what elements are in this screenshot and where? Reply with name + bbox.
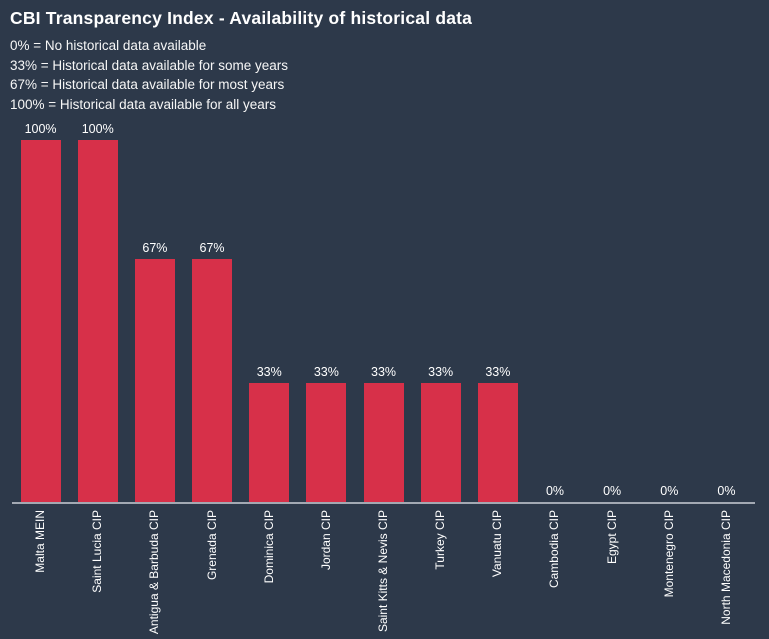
bar[interactable]	[477, 383, 518, 502]
bar-column: 100%	[12, 122, 69, 502]
x-label-column: Saint Lucia CIP	[69, 504, 126, 639]
x-axis-label: Malta MEIN	[33, 510, 48, 573]
x-label-column: Antigua & Barbuda CIP	[126, 504, 183, 639]
x-axis-label: Grenada CIP	[204, 510, 219, 581]
x-label-column: Malta MEIN	[12, 504, 69, 639]
x-axis-label: North Macedonia CIP	[718, 510, 733, 625]
bar-value-label: 0%	[603, 484, 622, 498]
x-axis-label: Cambodia CIP	[547, 510, 562, 589]
x-label-column: Dominica CIP	[241, 504, 298, 639]
bar-value-label: 33%	[485, 365, 511, 379]
bar-column: 33%	[298, 365, 355, 502]
bar-value-label: 0%	[660, 484, 679, 498]
bar-column: 67%	[183, 241, 240, 502]
x-label-column: Montenegro CIP	[641, 504, 698, 639]
bar-column: 67%	[126, 241, 183, 502]
bar[interactable]	[249, 383, 290, 502]
x-axis-label: Jordan CIP	[318, 510, 333, 571]
x-axis-labels: Malta MEIN Saint Lucia CIP Antigua & Barbu…	[12, 504, 755, 639]
x-label-column: Egypt CIP	[584, 504, 641, 639]
bar-column: 33%	[412, 365, 469, 502]
bar-value-label: 0%	[545, 484, 565, 498]
bar-value-label: 0%	[717, 484, 736, 498]
bar[interactable]	[420, 383, 461, 502]
bar-column: 33%	[469, 365, 526, 502]
x-axis-label: Egypt CIP	[604, 510, 619, 565]
x-label-column: Vanuatu CIP	[469, 504, 526, 639]
x-label-column: Cambodia CIP	[526, 504, 583, 639]
legend-notes: 0% = No historical data available 33% = …	[10, 36, 769, 114]
bar[interactable]	[20, 140, 61, 502]
chart-title: CBI Transparency Index - Availability of…	[10, 8, 473, 28]
legend-note-33pct: 33% = Historical data available for some…	[10, 57, 289, 73]
bar-column: 0%	[641, 484, 698, 502]
legend-note-0pct: 0% = No historical data available	[10, 38, 207, 53]
bar-column: 0%	[584, 484, 641, 502]
bar[interactable]	[192, 259, 233, 502]
x-label-column: Jordan CIP	[298, 504, 355, 639]
x-label-column: Grenada CIP	[183, 504, 240, 639]
bar[interactable]	[77, 140, 118, 502]
x-axis-label: Saint Lucia CIP	[90, 510, 105, 593]
x-axis-label: Montenegro CIP	[661, 510, 676, 598]
bar-value-label: 100%	[24, 122, 57, 136]
x-axis-label: Turkey CIP	[433, 510, 448, 570]
bar[interactable]	[363, 383, 404, 502]
bar-column: 33%	[241, 365, 298, 502]
bar-value-label: 100%	[81, 122, 114, 136]
bar-column: 33%	[355, 365, 412, 502]
x-axis-label: Vanuatu CIP	[490, 510, 505, 578]
bar-column: 0%	[698, 484, 755, 502]
bar-value-label: 67%	[142, 241, 168, 255]
x-axis-label: Saint Kitts & Nevis CIP	[376, 510, 391, 633]
x-axis-label: Dominica CIP	[261, 510, 276, 584]
bar-column: 100%	[69, 122, 126, 502]
bar[interactable]	[306, 383, 347, 502]
x-label-column: Turkey CIP	[412, 504, 469, 639]
legend-note-100pct: 100% = Historical data available for all…	[10, 96, 277, 112]
legend-note-67pct: 67% = Historical data available for most…	[10, 77, 285, 92]
bar-value-label: 33%	[428, 365, 454, 379]
plot-area: 100% 100% 67% 67% 33% 33% 33% 33% 33% 0% 0% 0% 0%	[12, 120, 755, 504]
bar-column: 0%	[526, 484, 583, 502]
bar-value-label: 33%	[313, 365, 339, 379]
x-label-column: North Macedonia CIP	[698, 504, 755, 639]
bar-value-label: 67%	[199, 241, 225, 255]
bar-value-label: 33%	[371, 365, 397, 379]
bar[interactable]	[134, 259, 175, 502]
bar-value-label: 33%	[256, 365, 282, 379]
x-axis-label: Antigua & Barbuda CIP	[147, 510, 162, 635]
x-label-column: Saint Kitts & Nevis CIP	[355, 504, 412, 639]
